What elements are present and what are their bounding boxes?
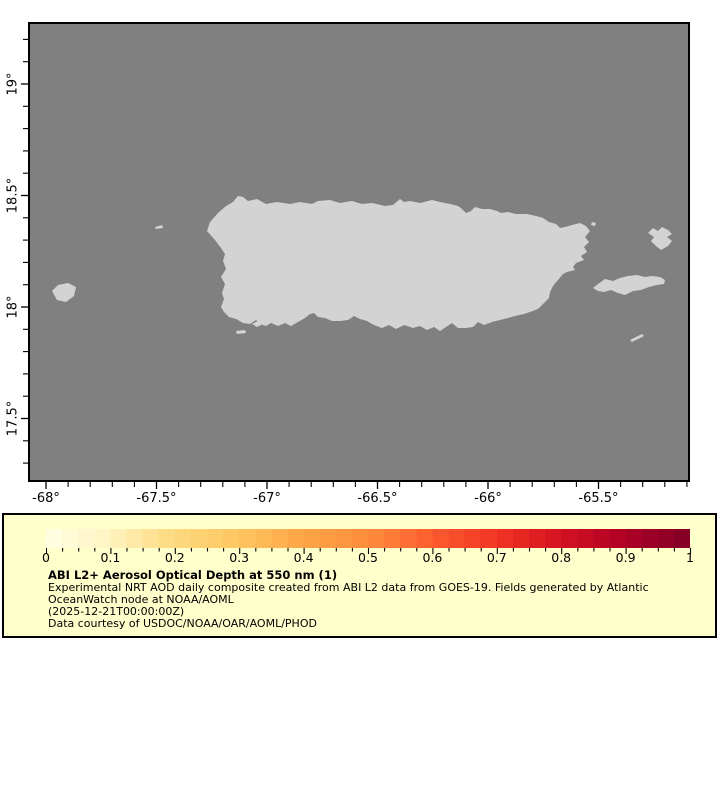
lat-tick-label: 17.5° [6,401,21,436]
colorbar-tick-label: 0.9 [615,550,636,565]
colorbar-gradient [46,529,690,548]
legend-line-2: OceanWatch node at NOAA/AOML [48,593,234,606]
lat-tick-label: 18.5° [6,178,21,213]
land-polygon-mona-island [52,283,76,302]
legend-line-4: Data courtesy of USDOC/NOAA/OAR/AOML/PHO… [48,617,317,630]
legend-text: ABI L2+ Aerosol Optical Depth at 550 nm … [48,569,649,630]
colorbar-tick-label: 0.5 [358,550,378,565]
land-polygon-vieques-island [593,275,665,295]
legend-line-3: (2025-12-21T00:00:00Z) [48,605,185,618]
lon-tick-label: -66° [474,491,502,506]
land-polygon-puerto-rico [207,196,590,331]
colorbar-tick-label: 0 [42,550,50,565]
colorbar-tick-label: 0.1 [100,550,121,565]
legend-title: ABI L2+ Aerosol Optical Depth at 550 nm … [48,568,338,582]
colorbar-tick-label: 0.8 [551,550,572,565]
legend-line-1: Experimental NRT AOD daily composite cre… [48,581,649,594]
colorbar-ticks [46,548,692,554]
land-polygon-islet-southeast [630,334,644,342]
legend-panel: 0 0.1 0.2 0.3 0.4 0.5 0.6 0.7 0.8 0.9 1 ABI L2+ Ae… [2,513,717,638]
lon-tick-label: -66.5° [357,491,397,506]
colorbar-tick-label: 0.4 [293,550,314,565]
lon-tick-label: -65.5° [578,491,618,506]
colorbar-tick-label: 0.6 [422,550,443,565]
colorbar-tick-label: 0.2 [164,550,185,565]
land-polygon-islet-south-1 [252,321,263,327]
colorbar-tick-label: 0.3 [229,550,250,565]
land-polygon-islet-south-2 [236,330,246,334]
land-polygon-culebrita-islet [591,222,596,226]
colorbar-tick-label: 0.7 [486,550,507,565]
map-plot [28,22,690,482]
lat-tick-label: 18° [6,295,21,318]
land-polygon-culebra-island [648,227,672,250]
colorbar-tick-label: 1 [686,550,694,565]
land-polygon-desecheo-island [155,225,163,229]
lon-tick-label: -68° [32,491,60,506]
lon-tick-label: -67° [253,491,281,506]
lat-tick-label: 19° [6,72,21,95]
map-canvas [30,24,688,480]
lon-tick-label: -67.5° [136,491,176,506]
